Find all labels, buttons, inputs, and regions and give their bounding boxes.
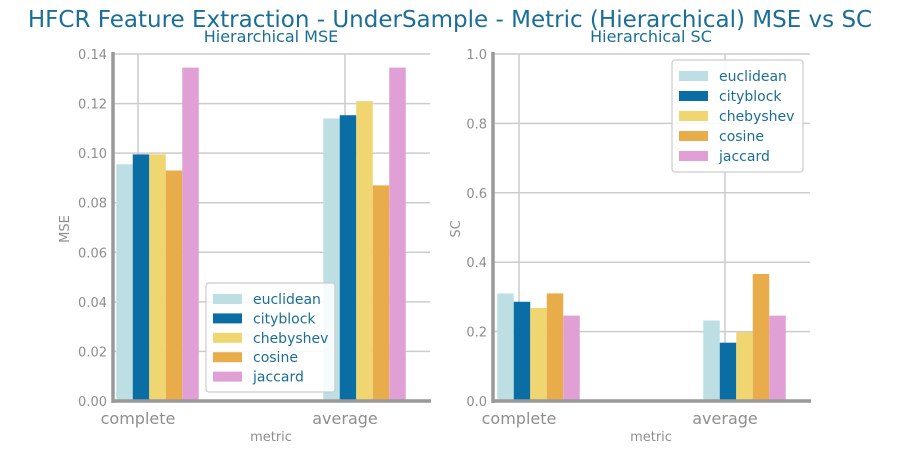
mse-y-tick-label: 0.14 (78, 48, 107, 63)
mse-bar-cityblock-average (339, 115, 357, 402)
sc-chart-y-ticks: 0.0 0.2 0.4 0.6 0.8 1.0 (466, 48, 487, 410)
sc-bar-chebyshev-average (736, 332, 753, 401)
mse-bar-euclidean-complete (116, 164, 133, 401)
mse-bar-cosine-average (372, 185, 390, 401)
sc-bar-euclidean-complete (497, 293, 514, 401)
mse-bar-jaccard-average (389, 67, 406, 401)
mse-chart-xlabel: metric (250, 430, 292, 445)
sc-y-tick-label: 0.2 (466, 326, 487, 341)
sc-legend-label-cosine: cosine (719, 129, 764, 145)
mse-x-tick-label: complete (101, 409, 176, 428)
mse-legend-swatch-jaccard (213, 371, 242, 382)
mse-bar-chebyshev-average (356, 101, 373, 401)
sc-bar-cosine-average (752, 273, 770, 401)
sc-legend-label-jaccard: jaccard (718, 149, 770, 165)
mse-bar-cosine-complete (165, 170, 183, 401)
sc-legend-label-cityblock: cityblock (719, 89, 782, 105)
sc-chart-legend: euclidean cityblock chebyshev cosine jaccard (671, 59, 804, 173)
sc-bar-cityblock-average (719, 342, 737, 401)
mse-y-tick-label: 0.02 (78, 345, 107, 360)
figure-suptitle: HFCR Feature Extraction - UnderSample - … (28, 7, 872, 33)
sc-bar-chebyshev-complete (530, 308, 547, 401)
sc-legend-label-chebyshev: chebyshev (719, 109, 794, 125)
sc-chart-title: Hierarchical SC (590, 27, 712, 46)
mse-legend-frame (205, 282, 336, 393)
mse-chart-title: Hierarchical MSE (204, 27, 339, 46)
sc-y-tick-label: 0.8 (466, 117, 487, 132)
mse-y-tick-label: 0.00 (78, 395, 107, 410)
mse-legend-label-cityblock: cityblock (253, 311, 316, 327)
sc-y-tick-label: 0.4 (466, 256, 487, 271)
sc-y-tick-label: 1.0 (466, 48, 487, 63)
mse-legend-label-euclidean: euclidean (253, 292, 321, 308)
mse-chart-x-ticks: complete average (101, 409, 378, 428)
mse-y-tick-label: 0.08 (78, 197, 107, 212)
mse-y-tick-label: 0.12 (78, 98, 107, 113)
mse-bar-chebyshev-complete (149, 154, 166, 401)
sc-bar-jaccard-complete (563, 315, 580, 401)
mse-y-tick-label: 0.04 (78, 296, 107, 311)
sc-y-tick-label: 0.6 (466, 187, 487, 202)
sc-legend-swatch-chebyshev (679, 111, 708, 121)
sc-chart-panel: Hierarchical SC 0.0 0.2 0.4 0.6 0.8 1.0 compl… (449, 27, 811, 445)
mse-legend-label-cosine: cosine (253, 350, 298, 366)
sc-bar-jaccard-average (769, 315, 786, 401)
mse-x-tick-label: average (312, 409, 378, 428)
sc-chart-bars (497, 273, 786, 401)
sc-chart-xlabel: metric (630, 430, 672, 445)
mse-legend-label-chebyshev: chebyshev (253, 331, 328, 347)
mse-chart-axes (111, 52, 431, 403)
mse-chart-y-ticks: 0.00 0.02 0.04 0.06 0.08 0.10 0.12 0.14 (78, 48, 107, 410)
sc-x-tick-label: average (692, 409, 758, 428)
mse-chart-ylabel: MSE (58, 215, 73, 243)
sc-x-tick-label: complete (482, 409, 557, 428)
sc-chart-ylabel: SC (449, 220, 464, 237)
sc-legend-frame (671, 59, 804, 173)
mse-legend-label-jaccard: jaccard (252, 370, 304, 386)
sc-bar-euclidean-average (703, 320, 720, 401)
sc-legend-swatch-cityblock (679, 91, 708, 101)
sc-legend-swatch-jaccard (679, 151, 708, 161)
mse-chart-bars (116, 67, 406, 402)
mse-legend-swatch-chebyshev (213, 332, 242, 343)
mse-chart-legend: euclidean cityblock chebyshev cosine jaccard (205, 282, 336, 393)
mse-y-tick-label: 0.06 (78, 246, 107, 261)
sc-bar-cosine-complete (546, 293, 564, 401)
mse-bar-cityblock-complete (132, 154, 150, 401)
sc-chart-x-ticks: complete average (482, 409, 758, 428)
sc-bar-cityblock-complete (513, 301, 531, 401)
sc-legend-swatch-cosine (679, 131, 708, 141)
mse-legend-swatch-cosine (213, 352, 242, 363)
mse-chart-panel: Hierarchical MSE 0.00 0.02 0.04 0.06 0.08 0.1… (58, 27, 431, 445)
sc-chart-axes (491, 52, 811, 403)
sc-legend-label-euclidean: euclidean (719, 69, 787, 85)
mse-y-tick-label: 0.10 (78, 147, 107, 162)
mse-legend-swatch-cityblock (213, 313, 242, 324)
sc-y-tick-label: 0.0 (466, 395, 487, 410)
sc-legend-swatch-euclidean (679, 71, 708, 81)
mse-legend-swatch-euclidean (213, 294, 242, 304)
mse-bar-jaccard-complete (182, 67, 199, 401)
